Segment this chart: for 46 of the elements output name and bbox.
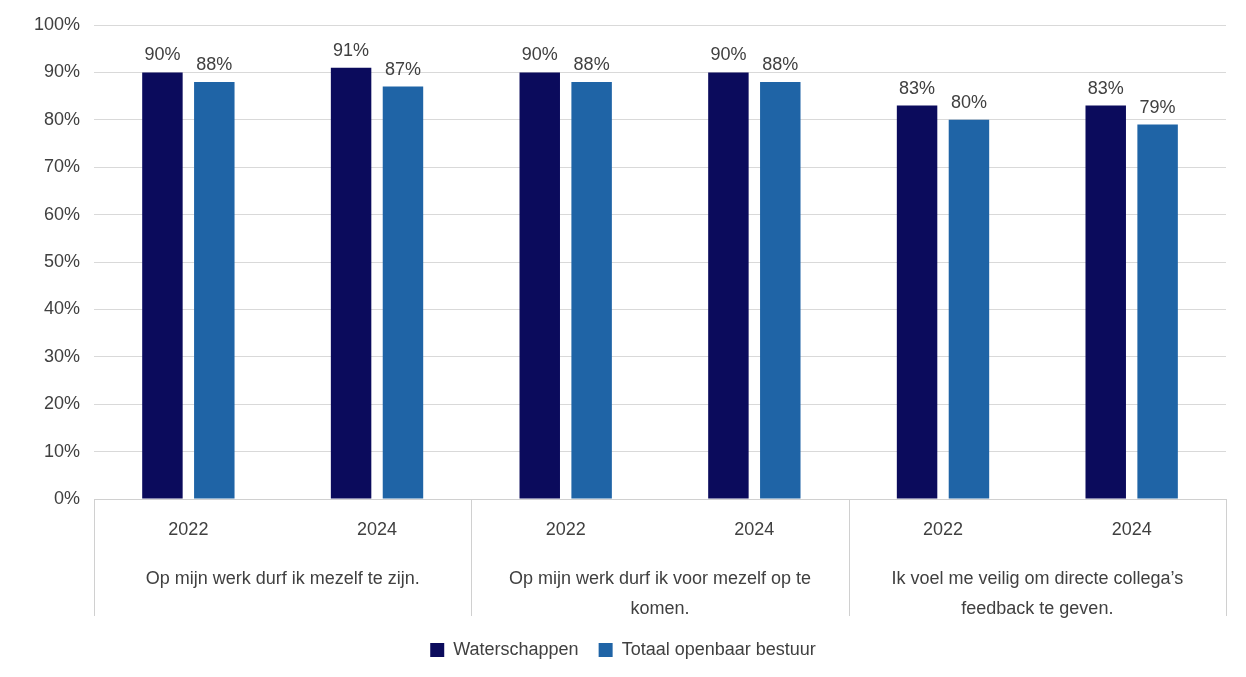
- bar: [330, 67, 372, 499]
- data-label: 90%: [710, 44, 747, 65]
- bar: [571, 81, 612, 499]
- data-label: 87%: [384, 58, 421, 79]
- text: Op mijn werk durf ik mezelf te zijn.: [145, 567, 420, 588]
- bar: [142, 72, 183, 499]
- bar: [948, 119, 990, 499]
- legend-label: Waterschappen: [453, 638, 579, 659]
- bar: [382, 86, 424, 499]
- y-tick-label: 0%: [54, 487, 81, 508]
- data-label: 80%: [950, 91, 987, 112]
- data-label: 83%: [1087, 77, 1124, 98]
- x-tick-label: 2024: [734, 518, 775, 539]
- data-label: 88%: [573, 53, 610, 74]
- data-label: 88%: [762, 53, 799, 74]
- bar: [519, 72, 560, 499]
- x-tick-label: 2024: [357, 518, 398, 539]
- bar: [760, 81, 801, 499]
- x-tick-label: 2024: [1111, 518, 1152, 539]
- text: Op mijn werk durf ik voor mezelf op te komen.: [508, 567, 812, 618]
- x-tick-label: 2022: [922, 518, 964, 539]
- y-tick-label: 100%: [33, 13, 81, 34]
- y-tick-label: 30%: [44, 345, 81, 366]
- x-tick-label: 2022: [168, 518, 209, 539]
- data-label: 79%: [1139, 96, 1176, 117]
- text: Ik voel me veilig om directe collega’s feedback te geven.: [891, 567, 1184, 618]
- y-tick-label: 40%: [44, 298, 81, 319]
- y-tick-label: 10%: [44, 440, 81, 461]
- bar: [708, 72, 749, 499]
- bar: [1085, 105, 1126, 499]
- bar: [896, 105, 938, 499]
- data-label: 83%: [899, 77, 936, 98]
- bar: [194, 81, 235, 499]
- data-label: 90%: [521, 44, 558, 65]
- legend-label: Totaal openbaar bestuur: [621, 638, 816, 659]
- y-tick-label: 80%: [44, 108, 81, 129]
- bar: [1137, 124, 1178, 499]
- y-tick-label: 20%: [44, 393, 81, 414]
- data-label: 88%: [196, 53, 233, 74]
- data-label: 91%: [333, 39, 370, 60]
- y-tick-label: 60%: [44, 203, 81, 224]
- y-tick-label: 70%: [44, 156, 81, 177]
- y-tick-label: 90%: [44, 61, 81, 82]
- data-label: 90%: [144, 44, 181, 65]
- x-tick-label: 2022: [545, 518, 586, 539]
- y-tick-label: 50%: [44, 250, 81, 271]
